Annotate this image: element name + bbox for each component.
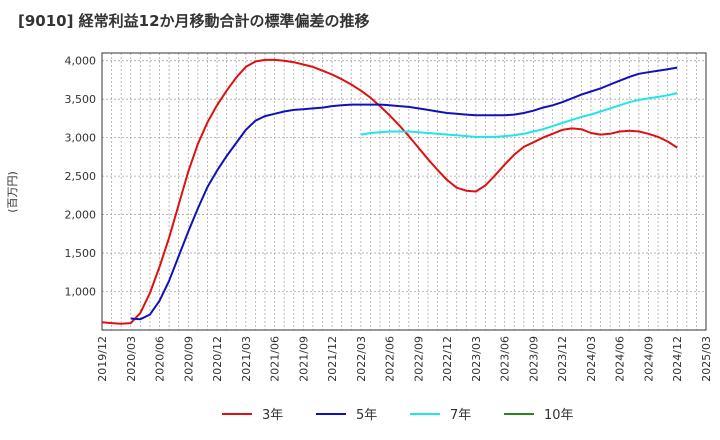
x-tick-label: 2020/06 [154,336,167,382]
legend-label: 10年 [544,408,574,423]
x-tick-label: 2020/09 [182,336,195,382]
x-tick-label: 2021/06 [269,336,282,382]
legend-label: 5年 [356,408,377,423]
y-tick-label: 3,500 [65,93,97,106]
x-tick-label: 2024/09 [642,336,655,382]
x-tick-label: 2024/12 [671,336,684,382]
y-tick-label: 4,000 [65,55,97,68]
x-tick-label: 2024/06 [614,336,627,382]
y-tick-label: 1,500 [65,247,97,260]
y-tick-label: 2,500 [65,170,97,183]
plot-frame [101,52,707,331]
x-tick-label: 2020/12 [211,336,224,382]
plot-area [102,53,706,330]
x-tick-label: 2021/09 [297,336,310,382]
series-line [130,66,678,321]
x-tick-label: 2021/12 [326,336,339,382]
x-tick-label: 2022/09 [412,336,425,382]
chart-title: [9010] 経常利益12か月移動合計の標準偏差の推移 [18,12,370,30]
y-axis-label: (百万円) [6,171,19,213]
x-tick-label: 2022/12 [441,336,454,382]
x-tick-label: 2022/03 [355,336,368,382]
y-tick-label: 2,000 [65,209,97,222]
series-line [101,58,678,325]
x-tick-label: 2019/12 [96,336,109,382]
y-tick-label: 3,000 [65,132,97,145]
y-tick-label: 1,000 [65,286,97,299]
x-tick-label: 2021/03 [240,336,253,382]
x-tick-label: 2022/06 [384,336,397,382]
legend-label: 3年 [262,408,283,423]
x-tick-label: 2020/03 [125,336,138,382]
legend-label: 7年 [450,408,471,423]
x-tick-label: 2025/03 [700,336,713,382]
x-tick-label: 2023/09 [527,336,540,382]
x-tick-label: 2024/03 [585,336,598,382]
series-line [360,92,678,138]
x-tick-label: 2023/03 [470,336,483,382]
x-tick-label: 2023/06 [499,336,512,382]
x-tick-label: 2023/12 [556,336,569,382]
